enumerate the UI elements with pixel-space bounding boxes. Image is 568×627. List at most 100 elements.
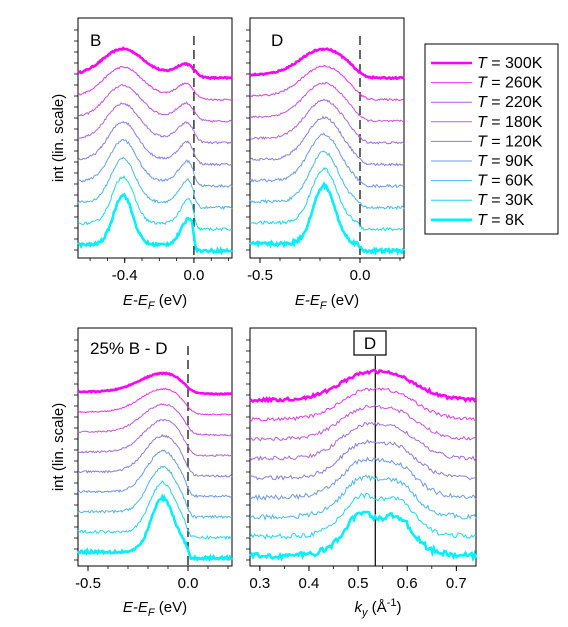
x-tick-label: 0.0 — [178, 575, 199, 592]
series-line — [77, 83, 233, 123]
series-line — [249, 421, 477, 462]
legend-label: T = 90K — [477, 153, 534, 170]
panel-d: -0.5 0.0 — [246, 29, 405, 284]
legend: T = 300K T = 260K T = 220K T = 180K T = 120K… — [424, 43, 559, 235]
x-axis-label-d-main: E-E — [295, 292, 321, 309]
series-line — [249, 181, 405, 256]
series-line — [249, 404, 477, 442]
series-line — [249, 47, 405, 81]
x-axis-label-d: E-EF (eV) — [295, 292, 359, 312]
series-line — [77, 192, 233, 255]
x-tick-label: 0.6 — [397, 575, 418, 592]
x-tick-label: 0.3 — [249, 575, 270, 592]
series-line — [249, 474, 477, 521]
series-line — [77, 102, 233, 145]
series-line — [77, 433, 233, 478]
series-line — [249, 64, 405, 101]
panel-bd-frame — [77, 327, 233, 567]
legend-label: T = 8K — [477, 212, 525, 229]
legend-entry: T = 60K — [431, 173, 534, 190]
y-axis-label-top: int (lin. scale) — [50, 94, 67, 182]
x-tick-label: 0.7 — [446, 575, 467, 592]
legend-entry: T = 120K — [431, 133, 543, 150]
x-axis-label-d-sub: F — [320, 300, 328, 312]
series-line — [77, 121, 233, 167]
legend-entry: T = 8K — [431, 212, 525, 229]
series-line — [77, 419, 233, 457]
series-line — [248, 510, 478, 563]
x-axis-label-b-main: E-E — [123, 292, 149, 309]
x-axis-label-d-unit: (eV) — [327, 292, 360, 309]
series-line — [76, 46, 233, 81]
series-line — [249, 81, 405, 123]
legend-label: T = 60K — [477, 173, 534, 190]
series-line — [77, 465, 233, 520]
legend-entry: T = 180K — [431, 114, 543, 131]
series-line — [78, 403, 233, 437]
legend-label: T = 180K — [477, 114, 543, 131]
series-line — [249, 98, 405, 145]
x-tick-label: 0.4 — [299, 575, 320, 592]
legend-entry: T = 30K — [431, 192, 534, 209]
panel-b-label: B — [90, 31, 101, 50]
series-line — [77, 449, 233, 499]
panel-k-frame — [249, 327, 477, 567]
x-axis-label-bd-sub: F — [148, 607, 156, 619]
legend-box — [424, 43, 559, 235]
x-tick-label: -0.4 — [112, 267, 138, 284]
series-line — [77, 387, 233, 416]
panel-bd-label: 25% B - D — [90, 339, 167, 358]
series-line — [249, 115, 405, 167]
x-axis-label-bd-main: E-E — [123, 599, 149, 616]
series-line — [77, 175, 233, 232]
series-line — [77, 65, 233, 101]
x-tick-label: 0.0 — [350, 267, 371, 284]
series-line — [249, 166, 405, 232]
legend-entry: T = 300K — [431, 55, 543, 72]
x-axis-label-b-unit: (eV) — [155, 292, 188, 309]
x-axis-label-k-unit: (Å — [368, 599, 387, 616]
panel-k: 0.3 0.4 0.5 0.6 0.7 — [246, 339, 478, 592]
legend-label: T = 300K — [477, 55, 543, 72]
panel-b-frame — [77, 17, 233, 259]
series-line — [249, 439, 477, 481]
series-line — [249, 492, 477, 540]
series-line — [249, 387, 477, 422]
series-line — [77, 156, 233, 211]
legend-label: T = 220K — [477, 94, 543, 111]
legend-label: T = 30K — [477, 192, 534, 209]
series-line — [249, 368, 478, 404]
legend-label: T = 260K — [477, 75, 543, 92]
x-tick-label: 0.5 — [348, 575, 369, 592]
panel-k-label: D — [364, 334, 376, 353]
x-axis-label-bd: E-EF (eV) — [123, 599, 187, 619]
panel-bd: -0.5 0.0 — [74, 339, 233, 592]
series-line — [77, 480, 233, 540]
x-axis-label-b-sub: F — [148, 300, 156, 312]
series-line — [77, 138, 233, 188]
panel-d-label: D — [271, 31, 283, 50]
legend-entry: T = 220K — [431, 94, 543, 111]
x-tick-label: -0.5 — [75, 575, 101, 592]
x-tick-label: -0.5 — [247, 267, 273, 284]
series-line — [77, 371, 233, 396]
legend-label: T = 120K — [477, 133, 543, 150]
x-axis-label-k-sub: y — [361, 607, 369, 619]
y-axis-label-bottom: int (lin. scale) — [50, 403, 67, 491]
x-tick-label: 0.0 — [184, 267, 205, 284]
panel-b: -0.4 0.0 — [74, 29, 233, 284]
series-line — [249, 150, 405, 211]
series-line — [249, 132, 405, 189]
x-axis-label-k-close: ) — [396, 599, 401, 616]
x-axis-label-bd-unit: (eV) — [155, 599, 188, 616]
x-axis-label-b: E-EF (eV) — [123, 292, 187, 312]
x-axis-label-k: ky (Å-1) — [355, 597, 402, 619]
legend-entry: T = 90K — [431, 153, 534, 170]
x-axis-label-k-sup: -1 — [387, 597, 397, 609]
x-axis-label-k-main: k — [355, 599, 364, 616]
series-line — [76, 492, 233, 563]
legend-entry: T = 260K — [431, 75, 543, 92]
panel-k-label-box — [353, 330, 387, 356]
series-line — [249, 456, 477, 501]
